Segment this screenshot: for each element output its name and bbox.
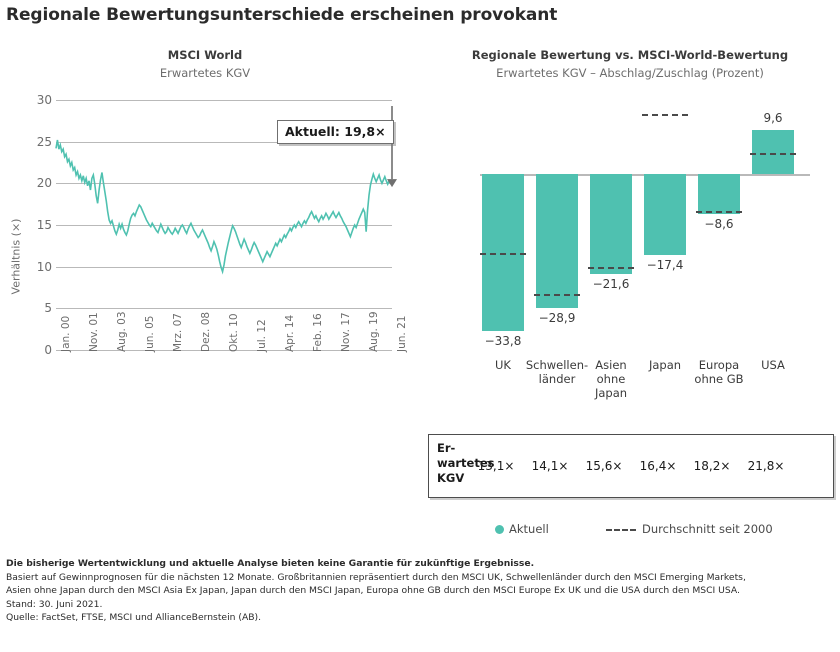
average-marker — [588, 266, 634, 269]
left-chart-x-tick: Jun. 05 — [144, 315, 156, 352]
legend-label-current: Aktuell — [509, 522, 549, 536]
table-cell: 16,4× — [639, 459, 677, 473]
msci-world-series-line — [55, 139, 393, 275]
bar-value-label: −28,9 — [538, 310, 576, 325]
left-chart-gridline — [56, 350, 392, 351]
table-cell: 13,1× — [477, 459, 515, 473]
left-chart-x-tick: Nov. 17 — [340, 312, 352, 352]
left-chart-y-tick: 30 — [36, 93, 52, 107]
category-line: Japan — [648, 358, 682, 372]
category-line: Schwellen- — [525, 358, 589, 372]
left-chart-gridline — [56, 141, 392, 143]
left-chart-x-tick: Feb. 16 — [312, 313, 324, 352]
left-chart-gridline — [56, 225, 392, 226]
category-line: USA — [761, 358, 785, 372]
right-chart-title: Regionale Bewertung vs. MSCI-World-Bewer… — [471, 48, 789, 62]
left-chart-gridline — [56, 308, 392, 310]
bar-category-label: Asien ohne Japan — [578, 358, 644, 400]
left-chart-x-tick: Aug. 03 — [116, 311, 128, 352]
footnotes: Die bisherige Wertentwicklung und aktuel… — [6, 557, 836, 625]
left-chart-y-tick: 5 — [44, 301, 52, 316]
bar-category-label: UK — [470, 358, 536, 372]
left-chart-x-tick: Mrz. 07 — [172, 313, 184, 352]
footnote-line: Die bisherige Wertentwicklung und aktuel… — [6, 558, 535, 569]
left-chart-x-tick: Apr. 14 — [284, 314, 296, 352]
bar-chart-category-labels: UK Schwellen-länder Asien ohne Japan Japan Eur… — [420, 358, 840, 428]
table-row-header: Er-wartetes KGV — [437, 441, 495, 485]
regional-valuation-bar-chart: −33,8 −28,9 −21,6 −17,4 −8,6 9,6 UK Schwellen-… — [420, 100, 840, 430]
bar — [698, 174, 740, 214]
bar-value-label: −17,4 — [646, 257, 684, 272]
chart-legend: Aktuell Durchschnitt seit 2000 — [420, 522, 840, 544]
left-chart-x-tick: Jan. 00 — [60, 315, 72, 352]
table-cell: 21,8× — [747, 459, 785, 473]
left-chart-x-tick: Jul. 12 — [256, 319, 268, 352]
category-line: UK — [495, 358, 511, 372]
category-line: ohne GB — [694, 372, 744, 386]
footnote-line: Stand: 30. Juni 2021. — [6, 598, 103, 610]
left-chart-x-tick: Aug. 19 — [368, 311, 380, 352]
left-chart-y-tick: 15 — [36, 218, 52, 232]
left-chart-x-tick: Dez. 08 — [200, 311, 212, 352]
average-marker — [480, 252, 526, 255]
left-chart-x-ticks: Jan. 00 Nov. 01 Aug. 03 Jun. 05 Mrz. 07 Dez. … — [56, 311, 408, 442]
left-chart-y-tick: 25 — [36, 134, 52, 149]
legend-dash-icon — [606, 528, 636, 531]
average-marker — [534, 294, 580, 297]
left-chart-plot-area — [55, 100, 397, 351]
footnote-line: Asien ohne Japan durch den MSCI Asia Ex … — [6, 585, 740, 597]
bar — [536, 174, 578, 308]
category-line: Japan — [594, 386, 628, 400]
left-chart-x-tick: Jun. 21 — [396, 315, 408, 352]
bar-category-label: Europa ohne GB — [686, 358, 752, 386]
legend-item-average: Durchschnitt seit 2000 — [606, 522, 773, 536]
category-line: ohne — [596, 372, 626, 386]
page-title: Regionale Bewertungsunterschiede erschei… — [6, 5, 558, 25]
bar-category-label: USA — [740, 358, 806, 372]
left-chart-title: MSCI World — [167, 48, 243, 62]
left-chart-y-tick: 0 — [44, 343, 52, 357]
bar-value-label: −21,6 — [592, 277, 630, 292]
legend-dot-icon — [495, 525, 504, 534]
legend-label-average: Durchschnitt seit 2000 — [642, 522, 773, 536]
bar-category-label: Schwellen-länder — [524, 358, 590, 386]
average-marker — [696, 211, 742, 214]
average-marker — [750, 153, 796, 156]
current-value-callout: Aktuell: 19,8× — [277, 120, 394, 144]
footnote-line: Quelle: FactSet, FTSE, MSCI und Alliance… — [6, 612, 262, 624]
left-chart-y-ticks: 0 5 10 15 20 25 30 — [0, 93, 52, 357]
forward-pe-table: Er-wartetes KGV 13,1× 14,1× 15,6× 16,4× 18,2×… — [428, 434, 834, 498]
left-chart-x-tick: Okt. 10 — [228, 313, 240, 353]
left-chart-x-tick: Nov. 01 — [88, 312, 100, 352]
footnote-line: Basiert auf Gewinnprognosen für die näch… — [6, 571, 746, 583]
bar — [590, 174, 632, 275]
table-cell: 15,6× — [585, 459, 623, 473]
category-line: Asien — [595, 358, 627, 372]
average-marker — [642, 113, 688, 116]
bar-value-label: −8,6 — [704, 216, 734, 231]
bar-category-label: Japan — [632, 358, 698, 372]
left-chart-subtitle: Erwartetes KGV — [159, 66, 251, 80]
bar — [482, 174, 524, 331]
left-chart-gridline — [56, 183, 392, 185]
msci-world-line-chart: Verhältnis (×) 0 5 10 15 20 25 30 Jan. 00 Nov. … — [0, 93, 410, 442]
category-line: Europa — [698, 358, 740, 372]
bar-chart-plot-area: −33,8 −28,9 −21,6 −17,4 −8,6 9,6 — [420, 100, 840, 350]
bar — [644, 174, 686, 255]
left-chart-gridline — [56, 100, 392, 101]
category-line: länder — [538, 372, 576, 386]
bar-value-label: −33,8 — [484, 333, 522, 348]
bar — [752, 129, 794, 175]
legend-item-current: Aktuell — [495, 522, 549, 536]
table-cell: 18,2× — [693, 459, 731, 473]
bar-value-label: 9,6 — [763, 110, 783, 125]
table-cell: 14,1× — [531, 459, 569, 473]
right-chart-subtitle: Erwartetes KGV – Abschlag/Zuschlag (Proz… — [496, 66, 764, 80]
left-chart-y-tick: 10 — [36, 259, 52, 274]
left-chart-y-tick: 20 — [36, 176, 52, 191]
